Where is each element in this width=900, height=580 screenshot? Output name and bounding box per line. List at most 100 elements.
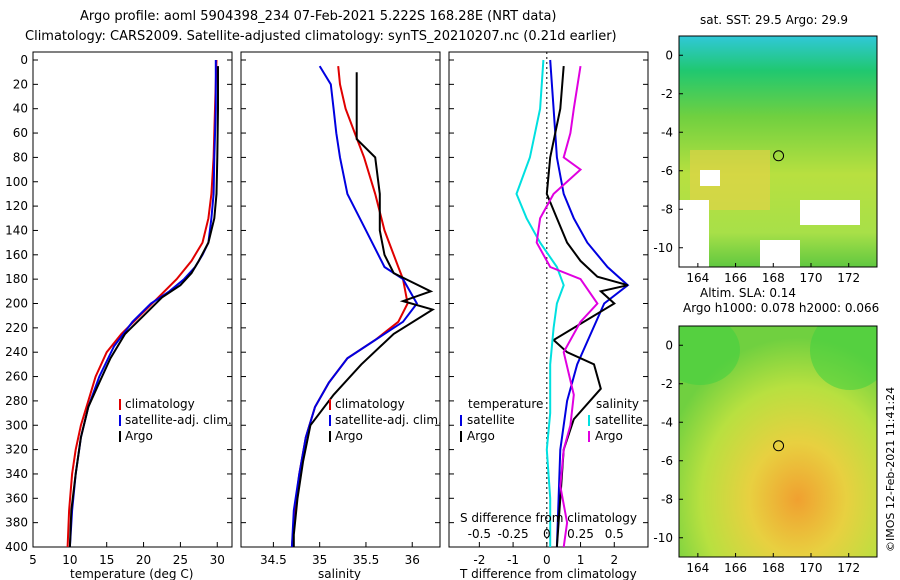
series-line-argo [292, 72, 436, 547]
series-line-s-argo [535, 65, 599, 548]
argo-position-marker [773, 440, 785, 452]
x-tick-label: 25 [173, 553, 188, 567]
legend-label-t-argo: Argo [467, 429, 495, 443]
lat-tick-label: 0 [665, 48, 673, 62]
salinity-series [290, 65, 436, 548]
sla-map-frame [678, 325, 878, 558]
temperature-series [66, 59, 219, 548]
difference-legend: temperature salinity satellite Argo sate… [460, 397, 643, 443]
difference-series [515, 59, 630, 548]
lon-tick-label: 172 [837, 561, 860, 575]
s-diff-tick-label: -0.5 [468, 527, 491, 541]
depth-tick-label: 200 [5, 297, 28, 311]
x-tick-label: 1 [577, 553, 585, 567]
temperature-plot-frame [32, 51, 233, 548]
lat-tick-label: -10 [653, 241, 673, 255]
depth-tick-label: 120 [5, 199, 28, 213]
difference-depth-ticks [449, 59, 648, 548]
imos-timestamp: ©IMOS 12-Feb-2021 11:41:24 [884, 387, 897, 552]
sst-map-frame [678, 35, 878, 268]
temperature-x-axis: 5 10 15 20 25 30 [29, 542, 225, 567]
sst-map-axes: 164 166 168 170 172 0 -2 -4 -6 -8 -10 [653, 48, 860, 285]
sla-map-panel: Altim. SLA: 0.14 Argo h1000: 0.078 h2000… [653, 286, 879, 575]
lat-tick-label: -2 [661, 377, 673, 391]
x-tick-label: 0 [543, 553, 551, 567]
series-line-climatology [66, 59, 218, 548]
lat-tick-label: 0 [665, 338, 673, 352]
x-tick-label: 34.5 [260, 553, 287, 567]
depth-tick-label: 160 [5, 248, 28, 262]
depth-tick-label: 280 [5, 394, 28, 408]
depth-tick-label: 180 [5, 272, 28, 286]
depth-tick-label: 320 [5, 443, 28, 457]
sst-cloud-mask [800, 200, 860, 225]
s-diff-tick-label: 0 [543, 527, 551, 541]
lat-tick-label: -8 [661, 202, 673, 216]
series-line-satellite-adj-clim- [68, 60, 217, 548]
legend-label-argo: Argo [335, 429, 363, 443]
temperature-legend: climatology satellite-adj. clim. Argo [119, 397, 232, 443]
difference-panel: -2 -1 0 1 2 -0.5 -0.25 0 0.25 0.5 S difference f… [448, 51, 649, 580]
series-line-s-satellite [515, 59, 565, 547]
salinity-x-axis: 34.5 35 35.5 36 [260, 542, 420, 567]
salinity-difference-axis: -0.5 -0.25 0 0.25 0.5 [468, 527, 624, 541]
depth-tick-label: 380 [5, 516, 28, 530]
salinity-plot-frame [240, 51, 441, 548]
series-line-satellite-adj-clim- [290, 65, 419, 548]
difference-x-axis: -2 -1 0 1 2 [473, 542, 618, 567]
sst-map-panel: sat. SST: 29.5 Argo: 29.9 164 166 168 170 17… [653, 13, 878, 285]
x-tick-label: 5 [29, 553, 37, 567]
depth-tick-label: 0 [20, 53, 28, 67]
salinity-depth-ticks [241, 59, 440, 548]
series-line-t-argo [545, 66, 629, 548]
argo-position-marker [773, 150, 785, 162]
x-tick-label: 36 [405, 553, 420, 567]
sla-map-subtitle: Argo h1000: 0.078 h2000: 0.066 [683, 301, 879, 315]
s-diff-tick-label: -0.25 [498, 527, 529, 541]
x-tick-label: 20 [136, 553, 151, 567]
lat-tick-label: -2 [661, 87, 673, 101]
t-difference-label: T difference from climatology [459, 567, 637, 580]
s-diff-tick-label: 0.25 [567, 527, 594, 541]
sst-cloud-mask [700, 170, 720, 186]
sst-cloud-mask [679, 200, 709, 267]
depth-tick-label: 360 [5, 491, 28, 505]
sla-map-title: Altim. SLA: 0.14 [700, 286, 796, 300]
x-tick-label: 15 [99, 553, 114, 567]
legend-label-climatology: climatology [125, 397, 195, 411]
depth-tick-label: 20 [13, 77, 28, 91]
s-diff-tick-label: 0.5 [605, 527, 624, 541]
depth-tick-label: 220 [5, 321, 28, 335]
s-difference-label: S difference from climatology [460, 511, 637, 525]
depth-tick-label: 40 [13, 102, 28, 116]
temperature-xlabel: temperature (deg C) [70, 567, 193, 580]
sla-map-image [679, 326, 877, 557]
lat-tick-label: -8 [661, 492, 673, 506]
sla-map-axes: 164 166 168 170 172 0 -2 -4 -6 -8 -10 [653, 338, 860, 575]
legend-title-temperature: temperature [468, 397, 543, 411]
sla-low-patch [679, 326, 740, 385]
depth-tick-label: 80 [13, 150, 28, 164]
depth-tick-label: 60 [13, 126, 28, 140]
series-line-argo [68, 66, 219, 548]
lon-tick-label: 166 [724, 271, 747, 285]
header-line1: Argo profile: aoml 5904398_234 07-Feb-20… [80, 9, 557, 24]
x-tick-label: 10 [62, 553, 77, 567]
x-tick-label: 35 [312, 553, 327, 567]
depth-axis: 0 20 40 60 80 100 120 140 160 180 200 220 240 260 280 3… [5, 53, 232, 554]
depth-tick-label: 340 [5, 467, 28, 481]
lon-tick-label: 168 [762, 561, 785, 575]
x-tick-label: 2 [610, 553, 618, 567]
sst-cloud-mask [760, 240, 800, 267]
lon-tick-label: 166 [724, 561, 747, 575]
depth-tick-label: 260 [5, 370, 28, 384]
lon-tick-label: 164 [686, 561, 709, 575]
lon-tick-label: 164 [686, 271, 709, 285]
series-line-climatology [290, 66, 409, 548]
lon-tick-label: 170 [800, 561, 823, 575]
depth-tick-label: 300 [5, 418, 28, 432]
lat-tick-label: -10 [653, 531, 673, 545]
x-tick-label: -2 [473, 553, 485, 567]
temperature-panel: 0 20 40 60 80 100 120 140 160 180 200 220 240 260 280 3… [5, 51, 233, 580]
depth-tick-label: 140 [5, 223, 28, 237]
